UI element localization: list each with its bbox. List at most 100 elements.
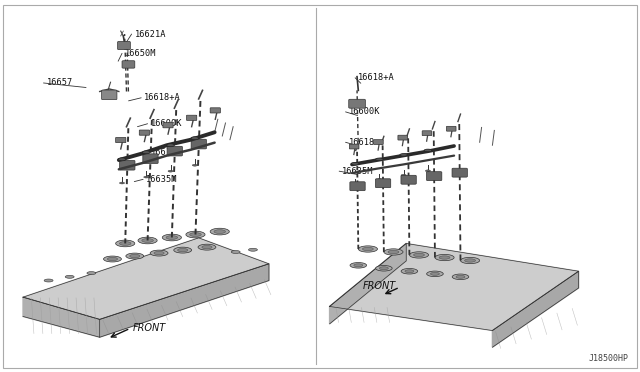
Ellipse shape xyxy=(198,244,216,250)
FancyBboxPatch shape xyxy=(102,90,117,100)
Text: 16621A: 16621A xyxy=(135,29,166,39)
Text: FRONT: FRONT xyxy=(133,323,166,333)
Ellipse shape xyxy=(142,238,154,242)
Ellipse shape xyxy=(65,275,74,278)
Polygon shape xyxy=(492,271,579,347)
Text: FRONT: FRONT xyxy=(363,281,396,291)
FancyBboxPatch shape xyxy=(349,144,359,149)
FancyBboxPatch shape xyxy=(452,168,467,177)
Ellipse shape xyxy=(376,158,383,161)
Text: 16618+A: 16618+A xyxy=(145,93,181,102)
FancyBboxPatch shape xyxy=(376,179,391,187)
Ellipse shape xyxy=(116,240,135,247)
Ellipse shape xyxy=(377,179,382,181)
Ellipse shape xyxy=(168,170,173,172)
Ellipse shape xyxy=(210,228,229,235)
FancyBboxPatch shape xyxy=(163,123,173,128)
Ellipse shape xyxy=(120,182,125,184)
Ellipse shape xyxy=(350,263,367,268)
Ellipse shape xyxy=(177,248,188,252)
Ellipse shape xyxy=(401,174,406,176)
Ellipse shape xyxy=(214,230,225,234)
Ellipse shape xyxy=(167,144,174,147)
Ellipse shape xyxy=(384,249,403,255)
FancyBboxPatch shape xyxy=(122,61,135,68)
Ellipse shape xyxy=(410,252,429,258)
Ellipse shape xyxy=(202,246,212,249)
Ellipse shape xyxy=(126,253,144,259)
Ellipse shape xyxy=(424,149,432,152)
Text: 16600K: 16600K xyxy=(349,108,380,116)
Ellipse shape xyxy=(108,257,118,261)
Ellipse shape xyxy=(143,151,150,154)
Ellipse shape xyxy=(376,266,392,271)
Ellipse shape xyxy=(431,272,440,275)
Ellipse shape xyxy=(465,259,476,262)
FancyBboxPatch shape xyxy=(447,126,456,131)
Ellipse shape xyxy=(154,251,164,255)
FancyBboxPatch shape xyxy=(118,41,131,49)
Ellipse shape xyxy=(401,269,418,274)
Ellipse shape xyxy=(388,250,399,254)
FancyBboxPatch shape xyxy=(401,175,416,184)
Text: 16618: 16618 xyxy=(349,138,375,147)
Ellipse shape xyxy=(118,158,126,161)
FancyBboxPatch shape xyxy=(191,139,207,149)
Ellipse shape xyxy=(231,250,240,253)
Polygon shape xyxy=(23,297,100,337)
FancyBboxPatch shape xyxy=(210,108,220,113)
Ellipse shape xyxy=(435,254,454,261)
Text: 16618: 16618 xyxy=(151,148,177,157)
FancyBboxPatch shape xyxy=(350,182,365,191)
Ellipse shape xyxy=(166,235,177,239)
Ellipse shape xyxy=(120,241,131,245)
FancyBboxPatch shape xyxy=(143,154,158,163)
Ellipse shape xyxy=(405,270,414,273)
Polygon shape xyxy=(330,243,406,324)
Text: J18500HP: J18500HP xyxy=(588,354,628,363)
Ellipse shape xyxy=(130,254,140,258)
Ellipse shape xyxy=(362,247,373,251)
Ellipse shape xyxy=(192,164,197,166)
Ellipse shape xyxy=(144,176,149,178)
FancyBboxPatch shape xyxy=(140,130,150,135)
Ellipse shape xyxy=(351,163,359,165)
FancyBboxPatch shape xyxy=(167,146,182,156)
Text: 16618+A: 16618+A xyxy=(358,73,395,82)
Ellipse shape xyxy=(163,234,181,241)
FancyBboxPatch shape xyxy=(186,115,196,121)
Ellipse shape xyxy=(44,279,53,282)
FancyBboxPatch shape xyxy=(422,131,432,136)
Ellipse shape xyxy=(104,256,122,262)
Text: 16600K: 16600K xyxy=(151,119,182,128)
Ellipse shape xyxy=(248,248,257,251)
FancyBboxPatch shape xyxy=(120,160,135,170)
Ellipse shape xyxy=(413,253,424,257)
Ellipse shape xyxy=(439,256,450,259)
Ellipse shape xyxy=(186,231,205,238)
Polygon shape xyxy=(330,243,579,331)
Polygon shape xyxy=(100,264,269,337)
Ellipse shape xyxy=(461,257,479,264)
Ellipse shape xyxy=(138,237,157,244)
FancyBboxPatch shape xyxy=(349,99,365,108)
Ellipse shape xyxy=(87,272,96,275)
FancyBboxPatch shape xyxy=(426,172,442,180)
FancyBboxPatch shape xyxy=(116,137,126,142)
Text: 16635M: 16635M xyxy=(147,175,178,184)
Ellipse shape xyxy=(456,275,465,278)
Ellipse shape xyxy=(191,137,198,140)
Polygon shape xyxy=(23,238,269,320)
Ellipse shape xyxy=(426,170,431,172)
Ellipse shape xyxy=(427,271,444,277)
FancyBboxPatch shape xyxy=(374,140,383,144)
Ellipse shape xyxy=(400,154,408,156)
FancyBboxPatch shape xyxy=(398,135,408,140)
Text: 16657: 16657 xyxy=(47,78,73,87)
Ellipse shape xyxy=(354,264,363,267)
Ellipse shape xyxy=(452,274,468,280)
Ellipse shape xyxy=(358,246,378,252)
Text: 16650M: 16650M xyxy=(125,49,157,58)
Ellipse shape xyxy=(189,233,201,236)
Ellipse shape xyxy=(150,250,168,256)
